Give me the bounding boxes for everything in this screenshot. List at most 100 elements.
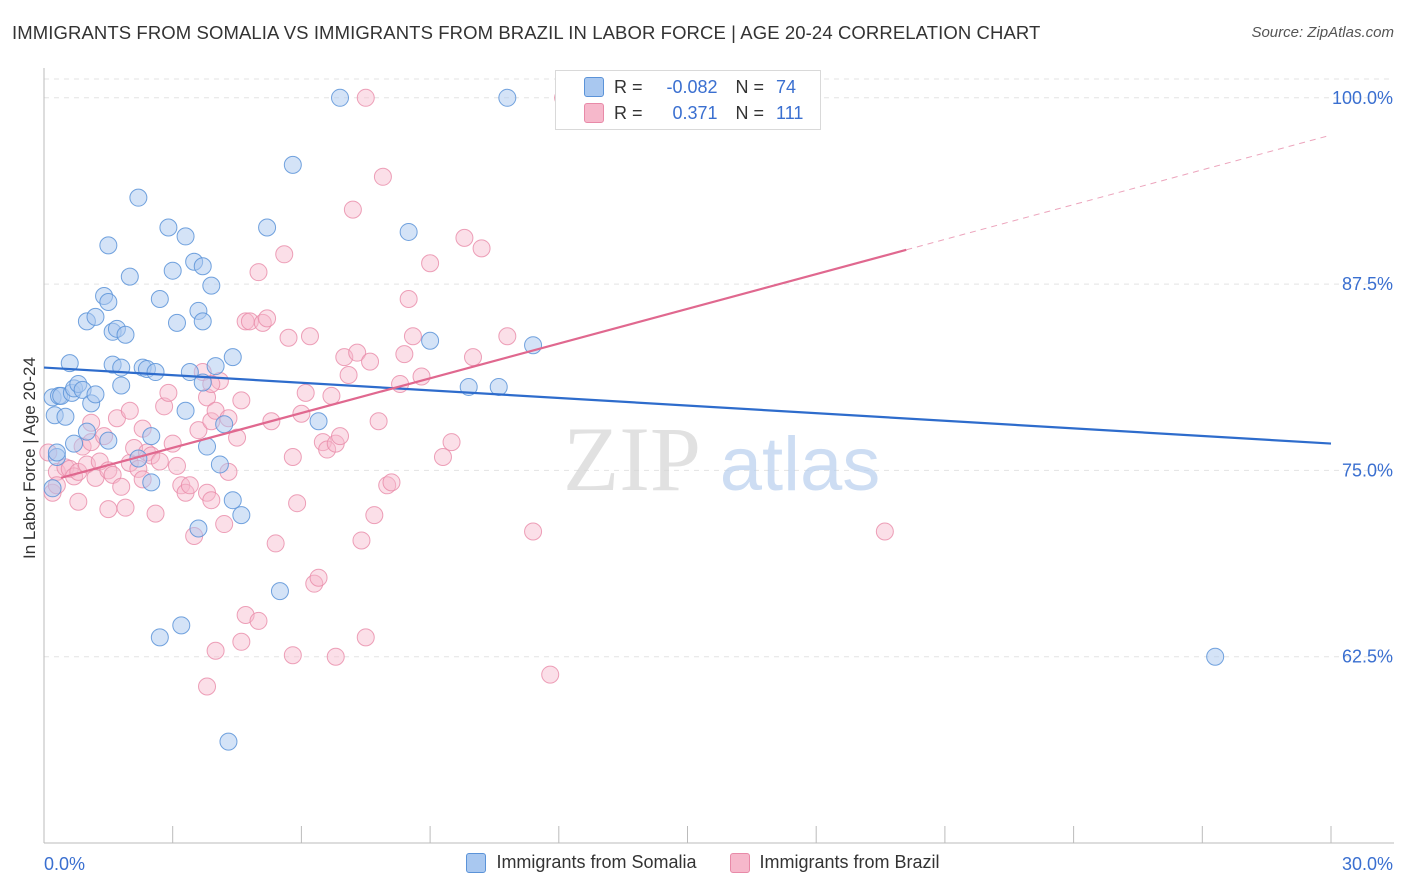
somalia-point <box>331 88 350 107</box>
brazil-point <box>365 506 384 525</box>
trend-lines <box>43 134 1332 479</box>
somalia-point <box>215 415 234 434</box>
series-somalia-points <box>43 88 1225 751</box>
y-tick-labels: 62.5% 75.0% 87.5% 100.0% <box>1332 88 1393 667</box>
brazil-point <box>361 352 380 371</box>
brazil-point <box>206 641 225 660</box>
somalia-point <box>193 257 212 276</box>
somalia-trend-line <box>43 366 1332 445</box>
somalia-point <box>210 455 229 474</box>
brazil-point <box>395 345 414 364</box>
somalia-point <box>223 348 242 367</box>
somalia-point <box>86 307 105 326</box>
legend-swatch-brazil <box>584 103 604 123</box>
somalia-point <box>189 519 208 538</box>
somalia-point <box>270 582 289 601</box>
somalia-point <box>283 155 302 174</box>
brazil-point <box>180 476 199 495</box>
legend-r-label-2: R = <box>614 102 643 123</box>
brazil-point <box>296 383 315 402</box>
somalia-point <box>60 354 79 373</box>
somalia-point <box>202 276 221 295</box>
brazil-point <box>266 534 285 553</box>
somalia-point <box>142 427 161 446</box>
brazil-point <box>352 531 371 550</box>
bottom-legend-somalia-label: Immigrants from Somalia <box>496 852 697 872</box>
brazil-point <box>464 348 482 367</box>
somalia-point <box>56 407 75 426</box>
somalia-point <box>129 188 148 207</box>
correlation-legend: R = -0.082 N = 74 R = 0.371 N = 111 <box>555 70 821 130</box>
brazil-point <box>167 456 186 475</box>
legend-swatch-somalia <box>584 77 604 97</box>
brazil-point <box>472 239 491 258</box>
somalia-point <box>206 357 225 376</box>
somalia-point <box>77 422 96 441</box>
somalia-point <box>193 312 212 331</box>
somalia-point <box>65 434 84 453</box>
chart-title: IMMIGRANTS FROM SOMALIA VS IMMIGRANTS FR… <box>12 22 1041 43</box>
brazil-point <box>455 228 474 247</box>
brazil-point <box>228 428 247 447</box>
somalia-point <box>120 267 139 286</box>
somalia-point <box>223 491 242 510</box>
x-tick-label-start: 0.0% <box>44 854 85 874</box>
somalia-point <box>421 331 440 350</box>
legend-r-label: R = <box>614 76 643 97</box>
somalia-point <box>172 616 191 635</box>
somalia-point <box>258 218 277 237</box>
brazil-point <box>300 327 319 346</box>
brazil-point <box>373 167 392 186</box>
somalia-point <box>159 218 178 237</box>
brazil-point <box>524 522 543 541</box>
brazil-point <box>356 628 375 647</box>
brazil-point <box>198 677 217 696</box>
bottom-legend-swatch-brazil <box>729 852 750 873</box>
brazil-point <box>146 504 165 523</box>
bottom-legend-brazil: Immigrants from Brazil <box>729 852 940 873</box>
somalia-point <box>176 401 195 420</box>
brazil-point <box>541 665 560 684</box>
brazil-point <box>369 412 388 431</box>
brazil-point <box>498 327 517 346</box>
somalia-point <box>163 261 182 280</box>
somalia-point <box>43 479 62 498</box>
somalia-point <box>498 88 517 107</box>
somalia-point <box>142 473 161 492</box>
somalia-point <box>399 222 418 241</box>
brazil-point <box>421 254 440 273</box>
brazil-point <box>249 263 268 282</box>
somalia-point <box>309 412 328 431</box>
brazil-point <box>433 447 452 466</box>
y-tick-label-1: 75.0% <box>1342 460 1393 480</box>
somalia-point <box>459 377 478 396</box>
somalia-point <box>1206 647 1225 666</box>
somalia-point <box>146 363 165 382</box>
somalia-point <box>219 732 238 751</box>
somalia-point <box>86 385 105 404</box>
somalia-point <box>489 377 508 396</box>
brazil-trend-line-extension <box>906 134 1332 251</box>
brazil-point <box>275 245 294 264</box>
brazil-point <box>283 646 302 665</box>
somalia-point <box>99 431 118 450</box>
brazil-point <box>331 427 350 446</box>
brazil-point <box>232 632 251 651</box>
brazil-point <box>339 366 358 385</box>
brazil-point <box>442 433 461 452</box>
somalia-point <box>232 506 251 525</box>
bottom-legend-swatch-somalia <box>466 852 487 873</box>
brazil-point <box>159 383 178 402</box>
brazil-point <box>875 522 894 541</box>
grid-lines <box>44 78 1394 658</box>
brazil-point <box>240 312 259 331</box>
legend-somalia-r: -0.082 <box>666 76 718 97</box>
x-tick-labels: 0.0% 30.0% <box>44 854 1393 874</box>
brazil-point <box>120 401 139 420</box>
brazil-point <box>399 290 418 309</box>
legend-n-label-2: N = <box>735 102 765 123</box>
brazil-point <box>99 500 118 519</box>
somalia-point <box>47 443 66 462</box>
brazil-point <box>343 200 362 219</box>
